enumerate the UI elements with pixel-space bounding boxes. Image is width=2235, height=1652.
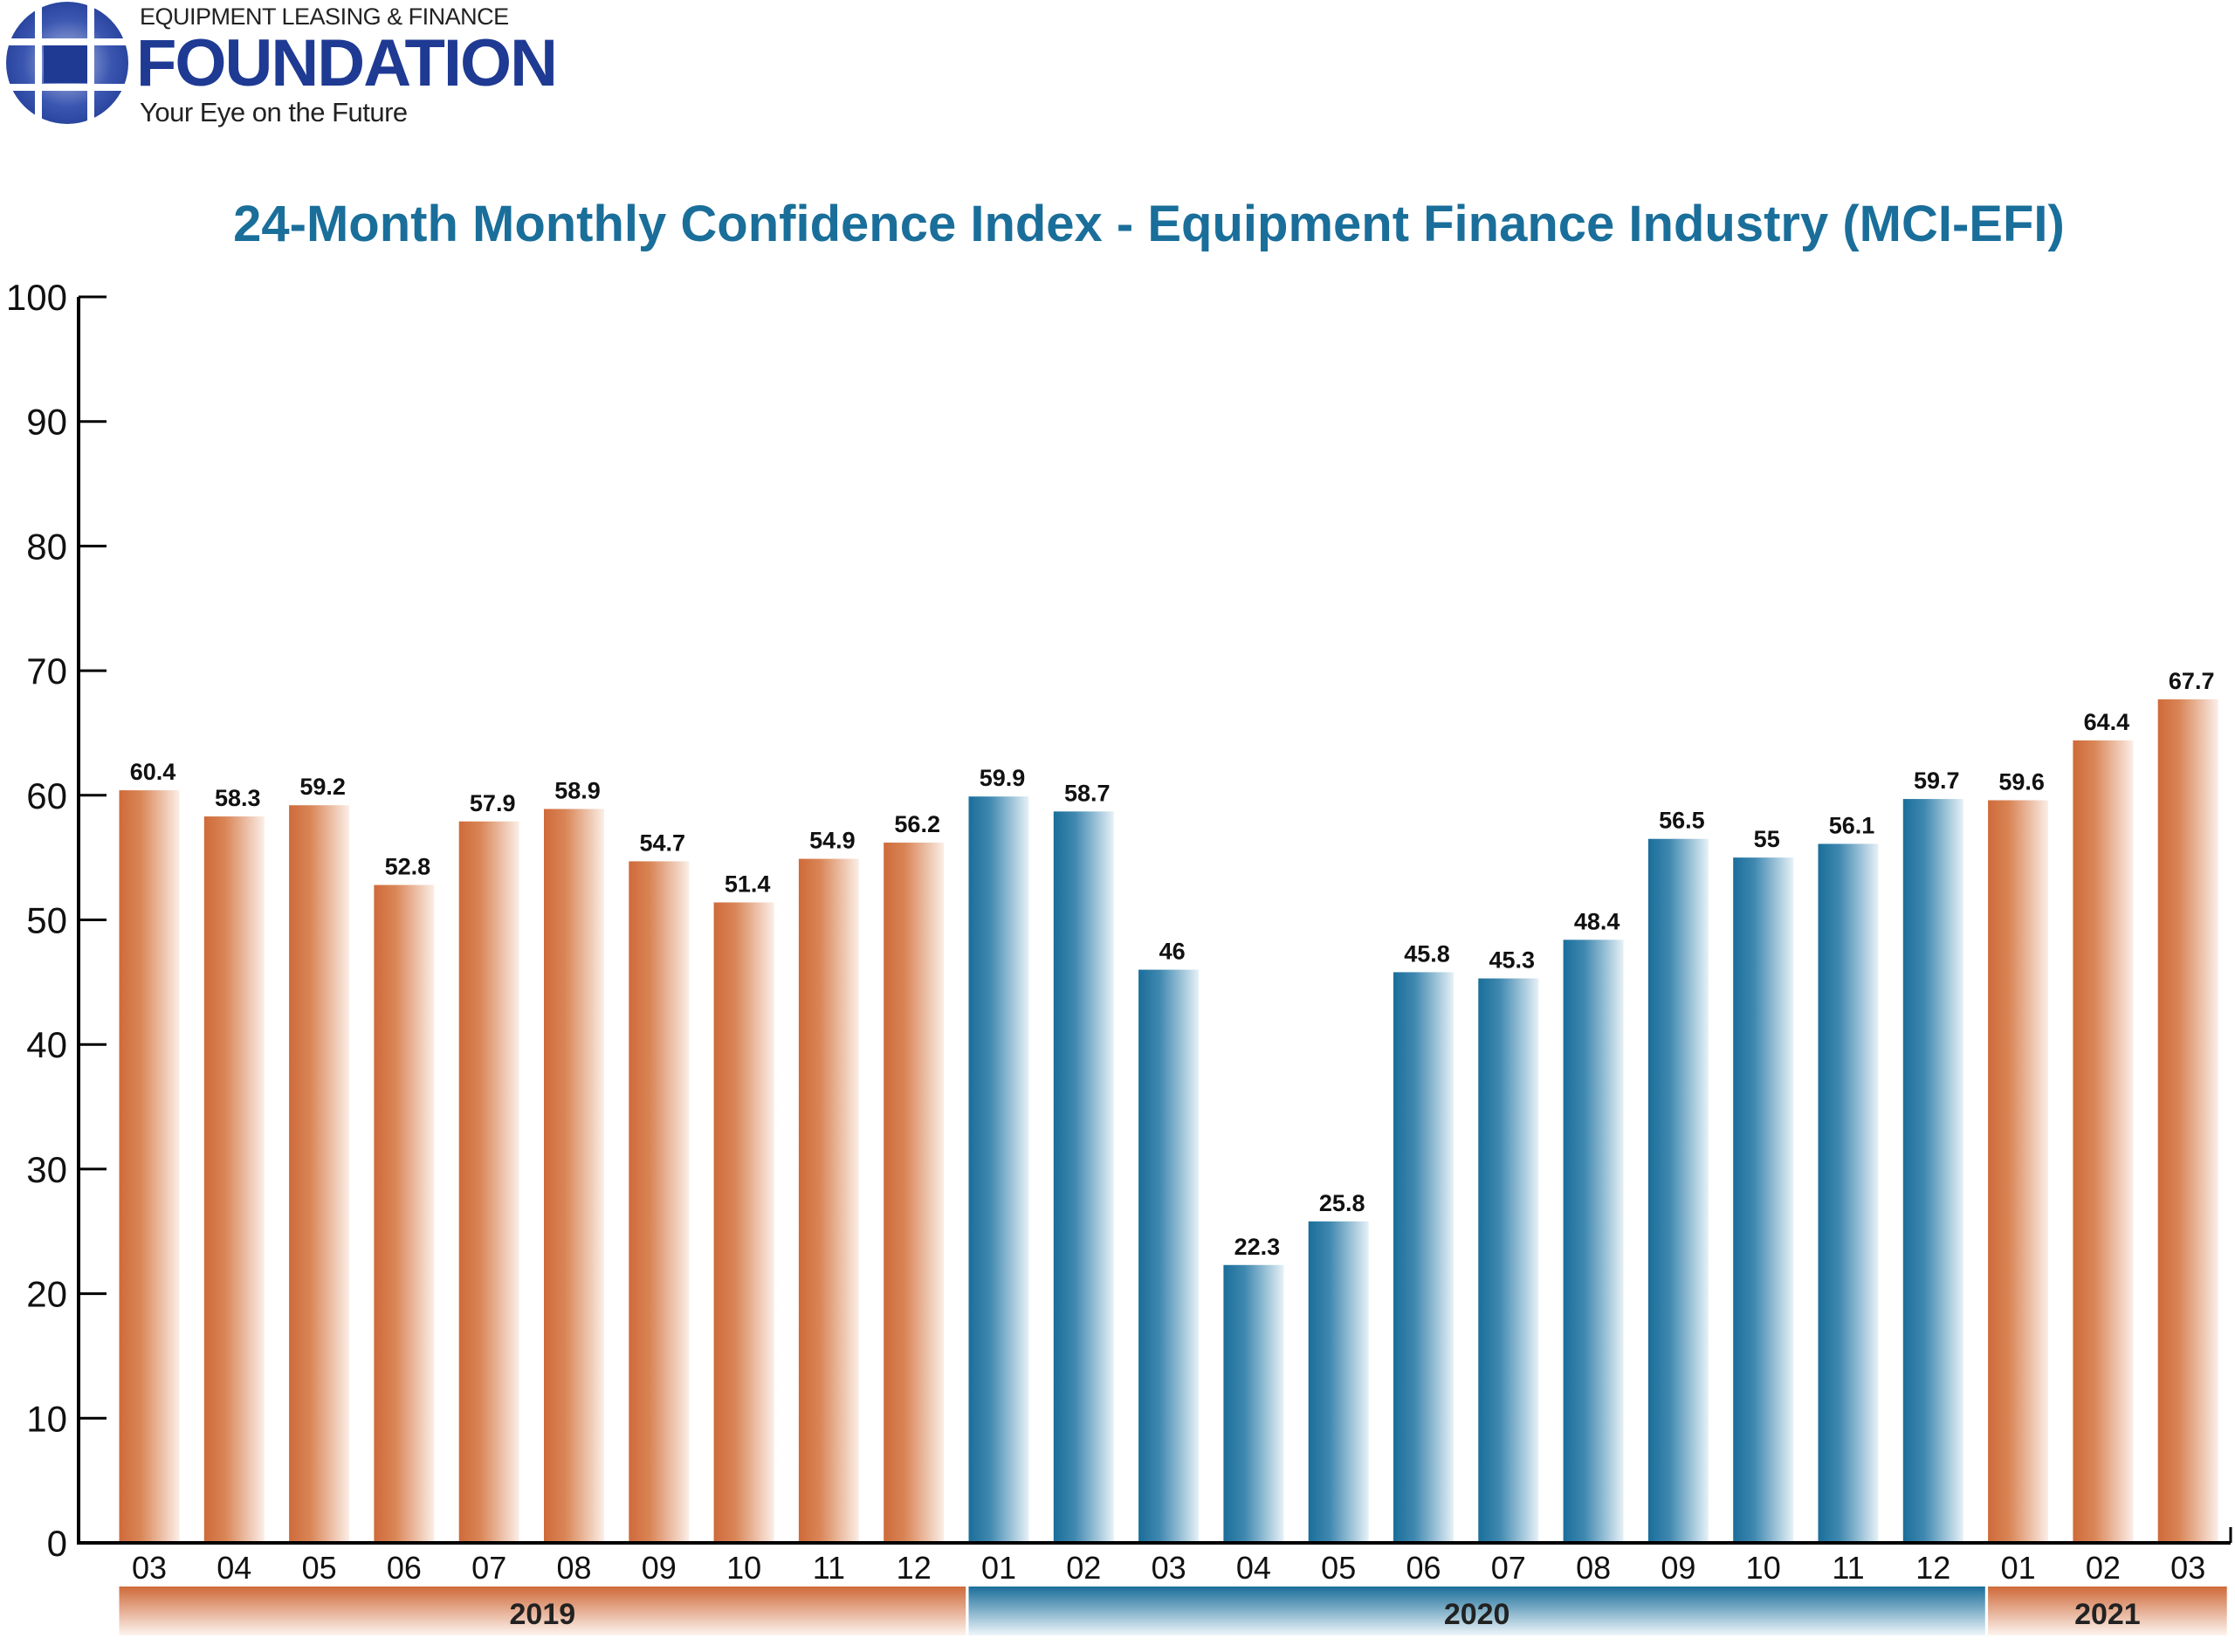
y-tick-label: 50 bbox=[26, 900, 67, 941]
bar-2021-02 bbox=[2073, 740, 2134, 1541]
x-tick-label: 08 bbox=[556, 1550, 591, 1586]
x-tick-label: 03 bbox=[1152, 1550, 1186, 1586]
bar-2020-04 bbox=[1223, 1264, 1284, 1541]
data-label: 52.8 bbox=[385, 854, 431, 880]
bar-2020-06 bbox=[1393, 972, 1454, 1541]
bar-2020-12 bbox=[1902, 799, 1963, 1541]
bar-2020-09 bbox=[1647, 838, 1709, 1541]
bar-2019-05 bbox=[289, 805, 350, 1541]
x-tick-label: 08 bbox=[1576, 1550, 1611, 1586]
y-tick-label: 20 bbox=[26, 1274, 67, 1315]
data-label: 51.4 bbox=[725, 871, 771, 898]
data-label: 64.4 bbox=[2084, 709, 2130, 735]
bar-2020-11 bbox=[1818, 843, 1879, 1541]
x-tick-label: 06 bbox=[387, 1550, 422, 1586]
x-tick-label: 10 bbox=[726, 1550, 761, 1586]
data-label: 59.7 bbox=[1914, 767, 1960, 794]
chart-title: 24-Month Monthly Confidence Index - Equi… bbox=[233, 196, 2065, 252]
year-label: 2020 bbox=[1444, 1598, 1510, 1631]
x-tick-label: 02 bbox=[2086, 1550, 2121, 1586]
x-tick-label: 05 bbox=[302, 1550, 337, 1586]
logo-tagline: Your Eye on the Future bbox=[140, 97, 408, 127]
x-tick-label: 07 bbox=[1491, 1550, 1526, 1586]
data-label: 60.4 bbox=[130, 759, 176, 785]
bar-2019-03 bbox=[119, 790, 180, 1541]
data-label: 56.2 bbox=[894, 811, 940, 837]
data-label: 57.9 bbox=[470, 790, 516, 816]
x-tick-label: 12 bbox=[897, 1550, 932, 1586]
bar-2020-08 bbox=[1563, 940, 1624, 1541]
data-label: 54.7 bbox=[640, 829, 686, 856]
data-label: 58.3 bbox=[215, 785, 261, 811]
data-label: 45.3 bbox=[1489, 947, 1536, 974]
bar-2020-03 bbox=[1138, 969, 1200, 1541]
bar-2019-06 bbox=[374, 885, 435, 1541]
year-label: 2019 bbox=[510, 1598, 576, 1631]
x-tick-label: 03 bbox=[132, 1550, 167, 1586]
logo-line1: EQUIPMENT LEASING & FINANCE bbox=[140, 3, 509, 30]
x-tick-label: 05 bbox=[1321, 1550, 1356, 1586]
data-label: 58.7 bbox=[1064, 780, 1111, 806]
bar-2019-12 bbox=[884, 843, 945, 1541]
y-tick-label: 30 bbox=[26, 1149, 67, 1190]
x-tick-label: 01 bbox=[2001, 1550, 2036, 1586]
y-tick-label: 90 bbox=[26, 402, 67, 443]
logo-foundation: FOUNDATION bbox=[136, 26, 558, 100]
year-band-2020 bbox=[968, 1587, 1985, 1635]
y-tick-label: 40 bbox=[26, 1024, 67, 1065]
bar-2019-11 bbox=[798, 858, 859, 1541]
x-tick-label: 03 bbox=[2170, 1550, 2205, 1586]
data-label: 54.9 bbox=[809, 828, 856, 854]
y-tick-label: 10 bbox=[26, 1398, 67, 1439]
y-tick-label: 80 bbox=[26, 526, 67, 567]
y-tick-label: 60 bbox=[26, 775, 67, 816]
x-tick-label: 06 bbox=[1406, 1550, 1441, 1586]
data-label: 58.9 bbox=[554, 777, 601, 803]
bar-2020-05 bbox=[1308, 1221, 1369, 1541]
x-tick-label: 04 bbox=[1236, 1550, 1271, 1586]
data-label: 59.2 bbox=[299, 774, 346, 800]
bar-2021-01 bbox=[1988, 800, 2049, 1541]
y-tick-label: 0 bbox=[47, 1523, 67, 1564]
bar-2020-10 bbox=[1733, 857, 1794, 1541]
bar-2021-03 bbox=[2157, 699, 2218, 1541]
data-label: 22.3 bbox=[1234, 1234, 1281, 1260]
data-label: 59.9 bbox=[980, 765, 1026, 791]
globe-grid-icon bbox=[0, 0, 140, 131]
data-label: 48.4 bbox=[1574, 908, 1620, 934]
bar-2019-04 bbox=[203, 816, 265, 1541]
x-tick-label: 11 bbox=[813, 1550, 845, 1586]
bar-2020-01 bbox=[968, 796, 1029, 1541]
data-label: 59.6 bbox=[1998, 769, 2045, 795]
data-label: 56.1 bbox=[1829, 812, 1875, 838]
x-tick-label: 01 bbox=[981, 1550, 1016, 1586]
data-label: 25.8 bbox=[1319, 1190, 1365, 1216]
bar-2020-07 bbox=[1478, 978, 1539, 1541]
x-tick-label: 04 bbox=[217, 1550, 251, 1586]
year-label: 2021 bbox=[2074, 1598, 2141, 1631]
y-tick-label: 70 bbox=[26, 650, 67, 692]
data-label: 45.8 bbox=[1404, 940, 1450, 967]
bar-2019-07 bbox=[458, 821, 519, 1541]
bar-2019-09 bbox=[629, 861, 690, 1541]
foundation-logo: EQUIPMENT LEASING & FINANCE FOUNDATION Y… bbox=[0, 0, 611, 131]
year-band-2021 bbox=[1988, 1587, 2227, 1635]
x-tick-label: 09 bbox=[1661, 1550, 1695, 1586]
x-tick-label: 11 bbox=[1832, 1550, 1864, 1586]
data-label: 67.7 bbox=[2169, 668, 2215, 694]
bar-2020-02 bbox=[1053, 811, 1114, 1541]
x-tick-label: 10 bbox=[1746, 1550, 1781, 1586]
bar-2019-10 bbox=[713, 902, 774, 1541]
data-label: 46 bbox=[1159, 939, 1186, 965]
y-tick-label: 100 bbox=[6, 277, 67, 318]
bar-2019-08 bbox=[544, 809, 604, 1541]
data-label: 55 bbox=[1754, 826, 1780, 852]
x-tick-label: 09 bbox=[642, 1550, 677, 1586]
x-tick-label: 12 bbox=[1915, 1550, 1950, 1586]
data-label: 56.5 bbox=[1659, 808, 1705, 834]
x-tick-label: 02 bbox=[1066, 1550, 1101, 1586]
x-tick-label: 07 bbox=[471, 1550, 506, 1586]
year-band-2019 bbox=[119, 1587, 966, 1635]
